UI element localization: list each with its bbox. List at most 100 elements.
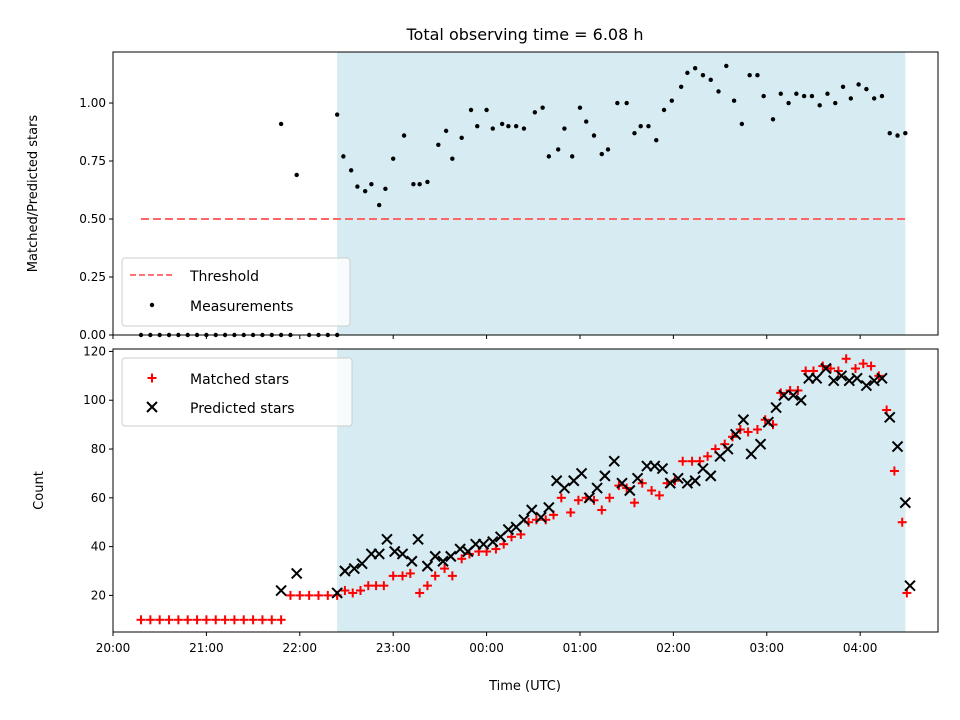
data-point xyxy=(506,124,511,129)
observing-window-bottom xyxy=(337,349,906,632)
data-point xyxy=(155,615,165,625)
ratio-legend: Threshold Measurements xyxy=(121,257,351,327)
data-point xyxy=(891,440,904,453)
data-point xyxy=(840,84,846,89)
data-point xyxy=(703,451,713,461)
data-point xyxy=(278,121,284,127)
counts-legend-box xyxy=(121,357,353,427)
data-point xyxy=(371,581,381,591)
data-point xyxy=(848,96,854,101)
data-point xyxy=(810,372,823,384)
data-point xyxy=(396,548,409,560)
data-point xyxy=(573,495,583,505)
x-tick-label: 01:00 xyxy=(563,641,598,655)
data-point xyxy=(376,202,382,208)
data-point xyxy=(447,571,457,581)
data-point xyxy=(656,462,669,475)
y-tick-label: 100 xyxy=(83,393,106,407)
x-tick-label: 00:00 xyxy=(469,641,504,655)
data-point xyxy=(363,581,373,591)
data-point xyxy=(752,425,762,435)
data-point xyxy=(348,168,354,173)
data-point xyxy=(487,536,499,548)
data-point xyxy=(555,147,561,152)
data-point xyxy=(362,188,368,194)
measurements-legend-label: Measurements xyxy=(190,299,293,315)
data-point xyxy=(828,375,840,387)
data-point xyxy=(558,482,571,494)
data-point xyxy=(323,590,333,600)
data-point xyxy=(889,466,899,476)
data-point xyxy=(860,379,873,392)
data-point xyxy=(608,455,620,467)
plot-frame xyxy=(112,348,939,633)
data-point xyxy=(876,372,888,384)
data-point xyxy=(381,533,393,546)
data-point xyxy=(851,364,860,374)
data-point xyxy=(871,96,877,101)
data-point xyxy=(412,533,424,546)
data-point xyxy=(884,411,896,424)
data-point xyxy=(257,615,267,625)
data-point xyxy=(484,107,489,113)
predicted-stars-series xyxy=(275,362,916,599)
data-point xyxy=(145,615,155,625)
data-point xyxy=(605,493,615,503)
y-tick-label: 60 xyxy=(91,491,106,505)
data-point xyxy=(348,562,360,575)
data-point xyxy=(638,124,643,129)
ratio-legend-box xyxy=(121,257,351,327)
data-point xyxy=(903,130,908,136)
data-point xyxy=(389,545,401,558)
x-axis-label: Time (UTC) xyxy=(488,679,561,694)
data-point xyxy=(532,110,538,115)
data-point xyxy=(457,554,467,564)
data-point xyxy=(743,427,753,437)
data-point xyxy=(716,89,721,94)
data-point xyxy=(795,394,807,406)
data-point xyxy=(421,560,434,572)
data-point xyxy=(540,105,545,110)
data-point xyxy=(762,416,775,428)
data-point xyxy=(285,590,295,600)
data-point xyxy=(591,482,603,494)
data-point xyxy=(833,100,838,106)
matched-stars-legend-swatch xyxy=(147,373,157,383)
data-point xyxy=(809,93,815,99)
y-tick-label: 0.25 xyxy=(79,270,106,284)
data-point xyxy=(770,401,782,414)
counts-axes: 20 40 60 80 100 120 20:00 21:00 22:00 23:00 00:00 0… xyxy=(83,344,939,655)
measurements-legend-swatch xyxy=(149,302,155,308)
data-point xyxy=(356,557,368,570)
data-point xyxy=(646,124,651,129)
y-tick-label: 20 xyxy=(91,588,106,602)
counts-y-axis-label: Count xyxy=(32,471,47,510)
data-point xyxy=(290,567,303,580)
chart-title: Total observing time = 6.08 h xyxy=(405,25,643,44)
panel-ratio: 0.00 0.25 0.50 0.75 1.00 Matched/Predicted s… xyxy=(26,51,939,342)
data-point xyxy=(897,517,907,527)
data-point xyxy=(562,126,567,131)
data-point xyxy=(754,438,767,450)
data-point xyxy=(229,615,239,625)
threshold-legend-label: Threshold xyxy=(189,269,259,285)
data-point xyxy=(858,359,868,369)
data-point xyxy=(591,133,597,138)
data-point xyxy=(437,555,449,567)
data-point xyxy=(678,84,684,89)
data-point xyxy=(417,182,422,187)
data-point xyxy=(356,586,365,596)
data-point xyxy=(405,568,415,578)
data-point xyxy=(201,615,211,625)
data-point xyxy=(851,372,863,384)
data-point xyxy=(599,470,611,482)
data-point xyxy=(624,484,636,497)
data-point xyxy=(334,112,340,117)
data-point xyxy=(597,505,607,515)
data-point xyxy=(248,615,258,625)
predicted-stars-legend-swatch xyxy=(146,401,158,413)
data-point xyxy=(868,375,880,387)
x-tick-label: 23:00 xyxy=(376,641,411,655)
data-point xyxy=(275,584,287,597)
data-point xyxy=(295,590,305,600)
